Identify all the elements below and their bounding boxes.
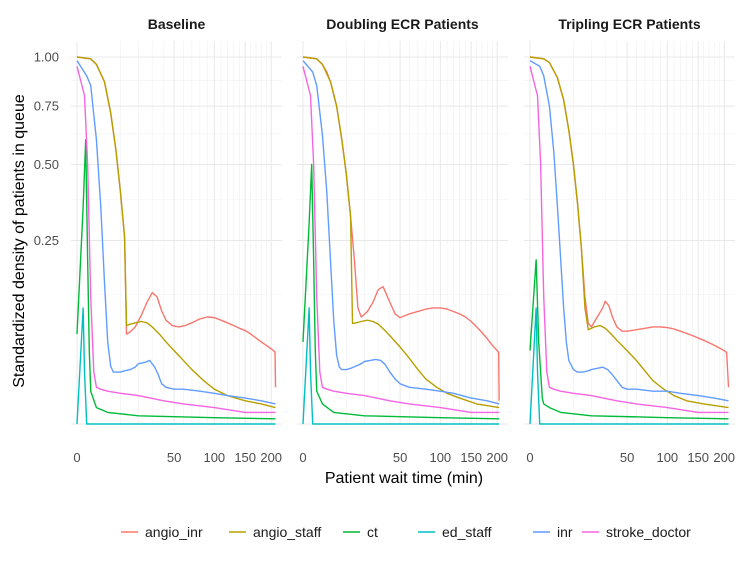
series-line-angio_staff bbox=[529, 56, 729, 409]
panel-title: Tripling ECR Patients bbox=[558, 16, 701, 32]
series-line-ct bbox=[302, 163, 500, 420]
x-tick-label: 0 bbox=[526, 450, 533, 465]
x-axis-title: Patient wait time (min) bbox=[325, 470, 483, 487]
x-tick-label: 100 bbox=[656, 450, 678, 465]
series-line-ed_staff bbox=[76, 307, 276, 425]
x-tick-label: 50 bbox=[167, 450, 181, 465]
legend-label: inr bbox=[557, 524, 573, 540]
y-axis-title: Standardized density of patients in queu… bbox=[11, 94, 28, 388]
x-tick-label: 50 bbox=[393, 450, 407, 465]
series-line-inr bbox=[302, 60, 500, 405]
x-tick-label: 150 bbox=[687, 450, 709, 465]
x-tick-label: 50 bbox=[620, 450, 634, 465]
grid bbox=[71, 41, 282, 425]
series-line-inr bbox=[529, 60, 729, 402]
legend: angio_inr angio_staff ct ed_staff inr stroke_… bbox=[121, 524, 691, 540]
series-line-ed_staff bbox=[302, 307, 500, 425]
series-line-ct bbox=[529, 259, 729, 420]
y-tick-label: 0.25 bbox=[34, 233, 59, 248]
y-tick-label: 1.00 bbox=[34, 50, 59, 65]
panel-title: Doubling ECR Patients bbox=[326, 16, 479, 32]
series-line-ed_staff bbox=[529, 307, 729, 425]
legend-item-angio_staff: angio_staff bbox=[229, 524, 321, 540]
legend-label: stroke_doctor bbox=[606, 524, 691, 540]
x-tick-label: 200 bbox=[260, 450, 282, 465]
panel-0: Baseline 0 50 100 150 200 bbox=[71, 16, 282, 465]
x-tick-label: 0 bbox=[299, 450, 306, 465]
x-tick-label: 100 bbox=[429, 450, 451, 465]
series-line-angio_staff bbox=[302, 56, 500, 409]
legend-label: angio_inr bbox=[145, 524, 203, 540]
x-tick-label: 200 bbox=[713, 450, 735, 465]
y-tick-label: 0.75 bbox=[34, 99, 59, 114]
x-tick-label: 0 bbox=[73, 450, 80, 465]
series-line-ct bbox=[76, 139, 276, 420]
panel-title: Baseline bbox=[148, 16, 206, 32]
grid bbox=[524, 41, 735, 425]
panel-1: Doubling ECR Patients 0 50 100 150 200 bbox=[297, 16, 508, 465]
x-tick-label: 100 bbox=[203, 450, 225, 465]
series-line-angio_staff bbox=[76, 56, 276, 409]
legend-item-ed_staff: ed_staff bbox=[418, 524, 492, 540]
grid bbox=[297, 41, 508, 425]
series-line-stroke_doctor bbox=[302, 66, 500, 414]
legend-item-inr: inr bbox=[533, 524, 573, 540]
x-tick-label: 200 bbox=[486, 450, 508, 465]
series-line-stroke_doctor bbox=[76, 66, 276, 414]
legend-item-angio_inr: angio_inr bbox=[121, 524, 203, 540]
legend-label: ed_staff bbox=[442, 524, 492, 540]
x-tick-label: 150 bbox=[234, 450, 256, 465]
x-tick-label: 150 bbox=[460, 450, 482, 465]
panel-2: Tripling ECR Patients 0 50 100 150 200 bbox=[524, 16, 735, 465]
series-line-stroke_doctor bbox=[529, 66, 729, 414]
legend-item-stroke_doctor: stroke_doctor bbox=[582, 524, 691, 540]
y-axis: 0.25 0.50 0.75 1.00 bbox=[34, 50, 59, 249]
legend-label: angio_staff bbox=[253, 524, 321, 540]
series-line-inr bbox=[76, 60, 276, 405]
y-tick-label: 0.50 bbox=[34, 157, 59, 172]
legend-label: ct bbox=[367, 524, 378, 540]
legend-item-ct: ct bbox=[343, 524, 378, 540]
